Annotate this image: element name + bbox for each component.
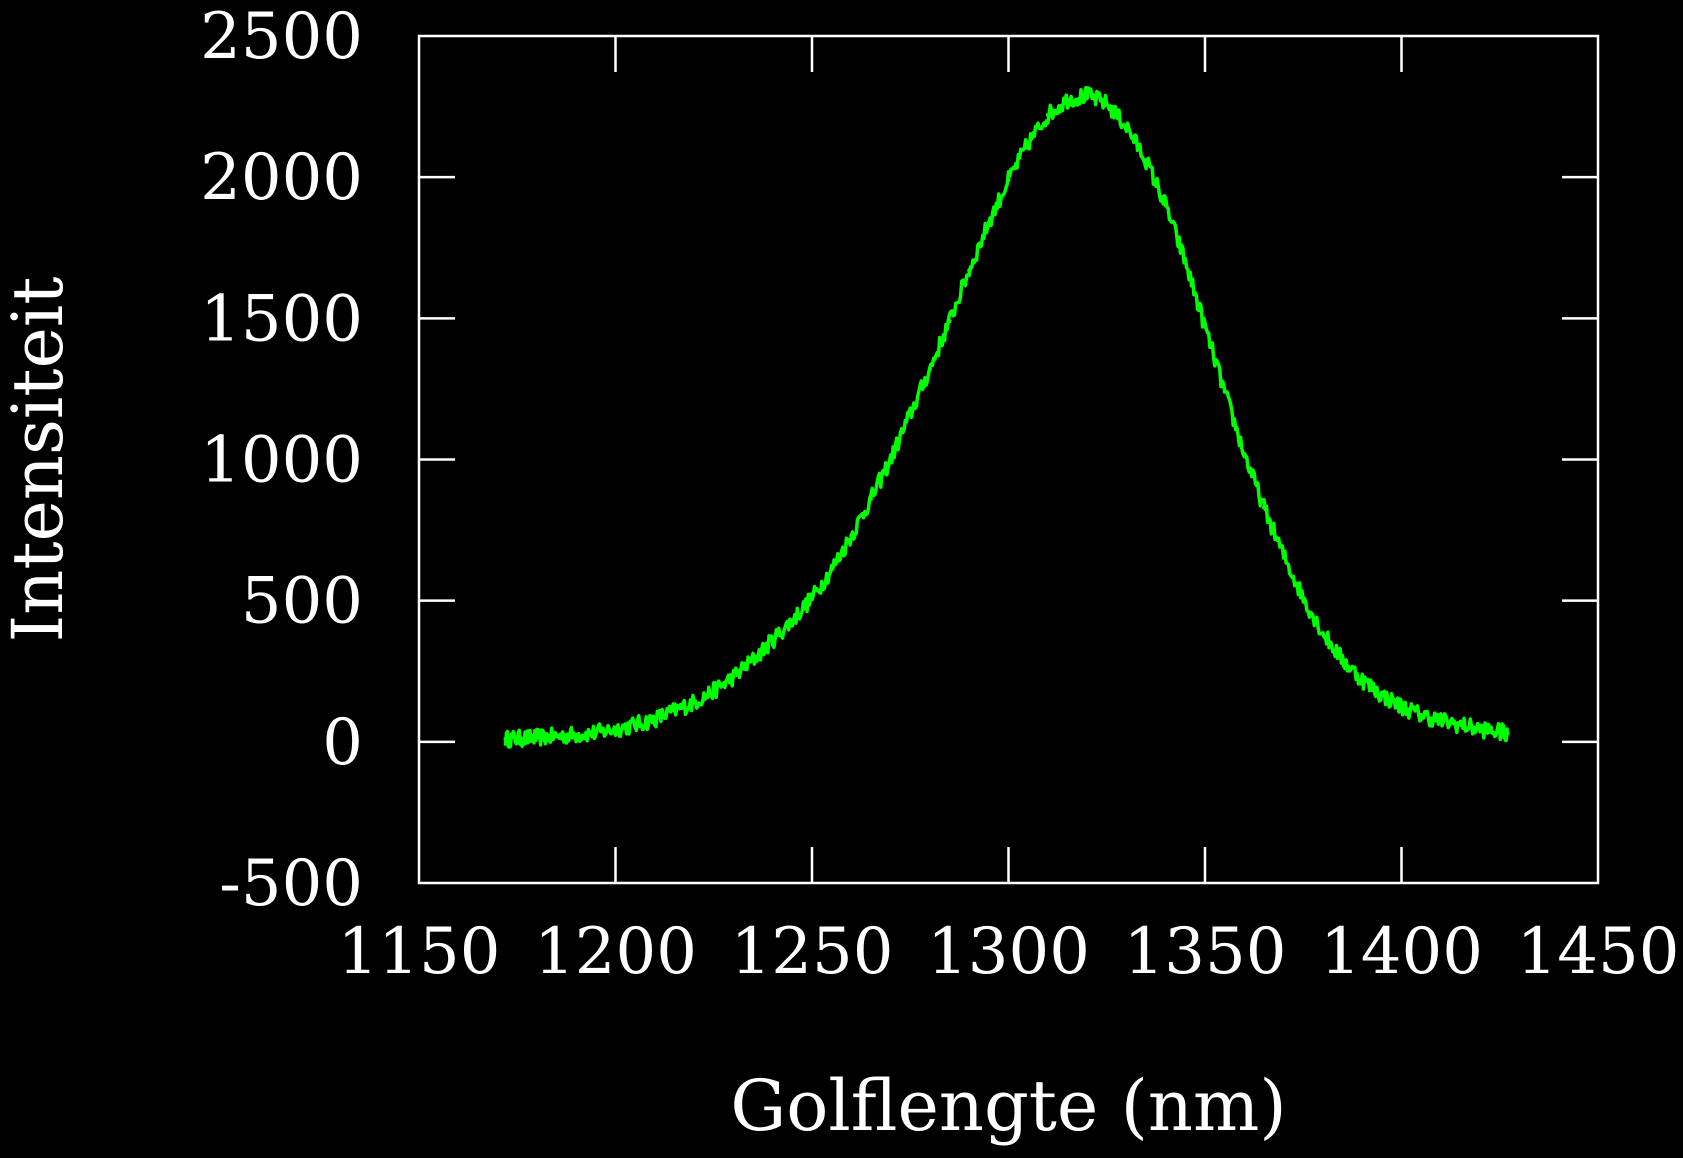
data-point — [633, 722, 638, 727]
x-tick-label: 1300 — [927, 915, 1090, 989]
x-tick-labels: 1150 1200 1250 1300 1350 1400 1450 — [338, 915, 1680, 989]
data-point — [849, 533, 854, 538]
data-point — [810, 595, 814, 600]
data-point — [731, 674, 736, 679]
data-point — [692, 700, 697, 705]
data-point — [1222, 389, 1227, 394]
x-tick-label: 1200 — [534, 915, 697, 989]
data-point — [790, 618, 795, 623]
data-point — [1320, 631, 1325, 636]
data-point — [652, 717, 657, 722]
data-point — [1203, 324, 1207, 329]
data-point — [574, 732, 579, 737]
y-tick-labels: -500 0 500 1000 1500 2000 2500 — [200, 0, 363, 921]
data-point — [1497, 729, 1502, 734]
data-point — [711, 689, 716, 694]
plot-frame — [417, 34, 1600, 885]
x-tick-label: 1400 — [1320, 915, 1483, 989]
data-point — [1242, 451, 1247, 456]
data-point — [1045, 113, 1050, 118]
y-tick-label: 1000 — [200, 424, 363, 498]
data-point — [1340, 657, 1345, 662]
data-point — [888, 457, 893, 462]
data-point — [1438, 718, 1443, 723]
data-point — [1399, 704, 1404, 709]
data-point — [1458, 722, 1463, 727]
series-layer — [503, 85, 1510, 749]
y-tick-label: 1500 — [200, 282, 363, 356]
data-point — [613, 727, 618, 732]
data-point — [1124, 124, 1129, 129]
y-tick-label: 0 — [322, 706, 363, 780]
y-axis-label: Intensiteit — [0, 277, 79, 643]
data-point — [1183, 259, 1188, 264]
y-tick-label: 2000 — [200, 141, 363, 215]
data-point — [519, 736, 524, 741]
x-tick-label: 1150 — [338, 915, 501, 989]
x-tick-label: 1250 — [731, 915, 894, 989]
data-point — [967, 268, 972, 273]
data-point — [947, 319, 952, 324]
data-point — [1085, 93, 1090, 98]
data-point — [829, 567, 834, 572]
data-point — [503, 737, 508, 742]
y-tick-label: -500 — [219, 847, 363, 921]
data-point — [1281, 553, 1286, 558]
data-point — [1006, 177, 1011, 182]
data-point — [1026, 141, 1031, 146]
data-point — [534, 735, 539, 740]
data-point — [1144, 158, 1149, 163]
data-point — [1419, 713, 1424, 718]
data-point — [1379, 693, 1384, 698]
data-point — [672, 708, 677, 713]
data-point — [986, 220, 991, 225]
data-point — [1065, 97, 1070, 102]
data-point — [751, 657, 756, 662]
data-point — [1301, 595, 1306, 600]
tick-marks — [419, 36, 1598, 883]
x-axis-label: Golflengte (nm) — [730, 1065, 1286, 1147]
data-point — [770, 638, 775, 643]
data-point — [1163, 203, 1168, 208]
data-point — [593, 730, 598, 735]
series-line — [503, 85, 1510, 749]
data-point — [908, 412, 913, 417]
data-point — [1505, 731, 1510, 736]
data-point — [554, 734, 559, 739]
data-point — [1104, 101, 1109, 106]
data-point — [1478, 727, 1483, 732]
y-tick-label: 500 — [241, 565, 363, 639]
data-point — [1261, 505, 1266, 510]
data-point — [868, 497, 873, 502]
x-tick-label: 1350 — [1124, 915, 1287, 989]
data-point — [927, 367, 932, 372]
x-tick-label: 1450 — [1517, 915, 1680, 989]
data-point — [1360, 677, 1365, 682]
y-tick-label: 2500 — [200, 0, 363, 74]
